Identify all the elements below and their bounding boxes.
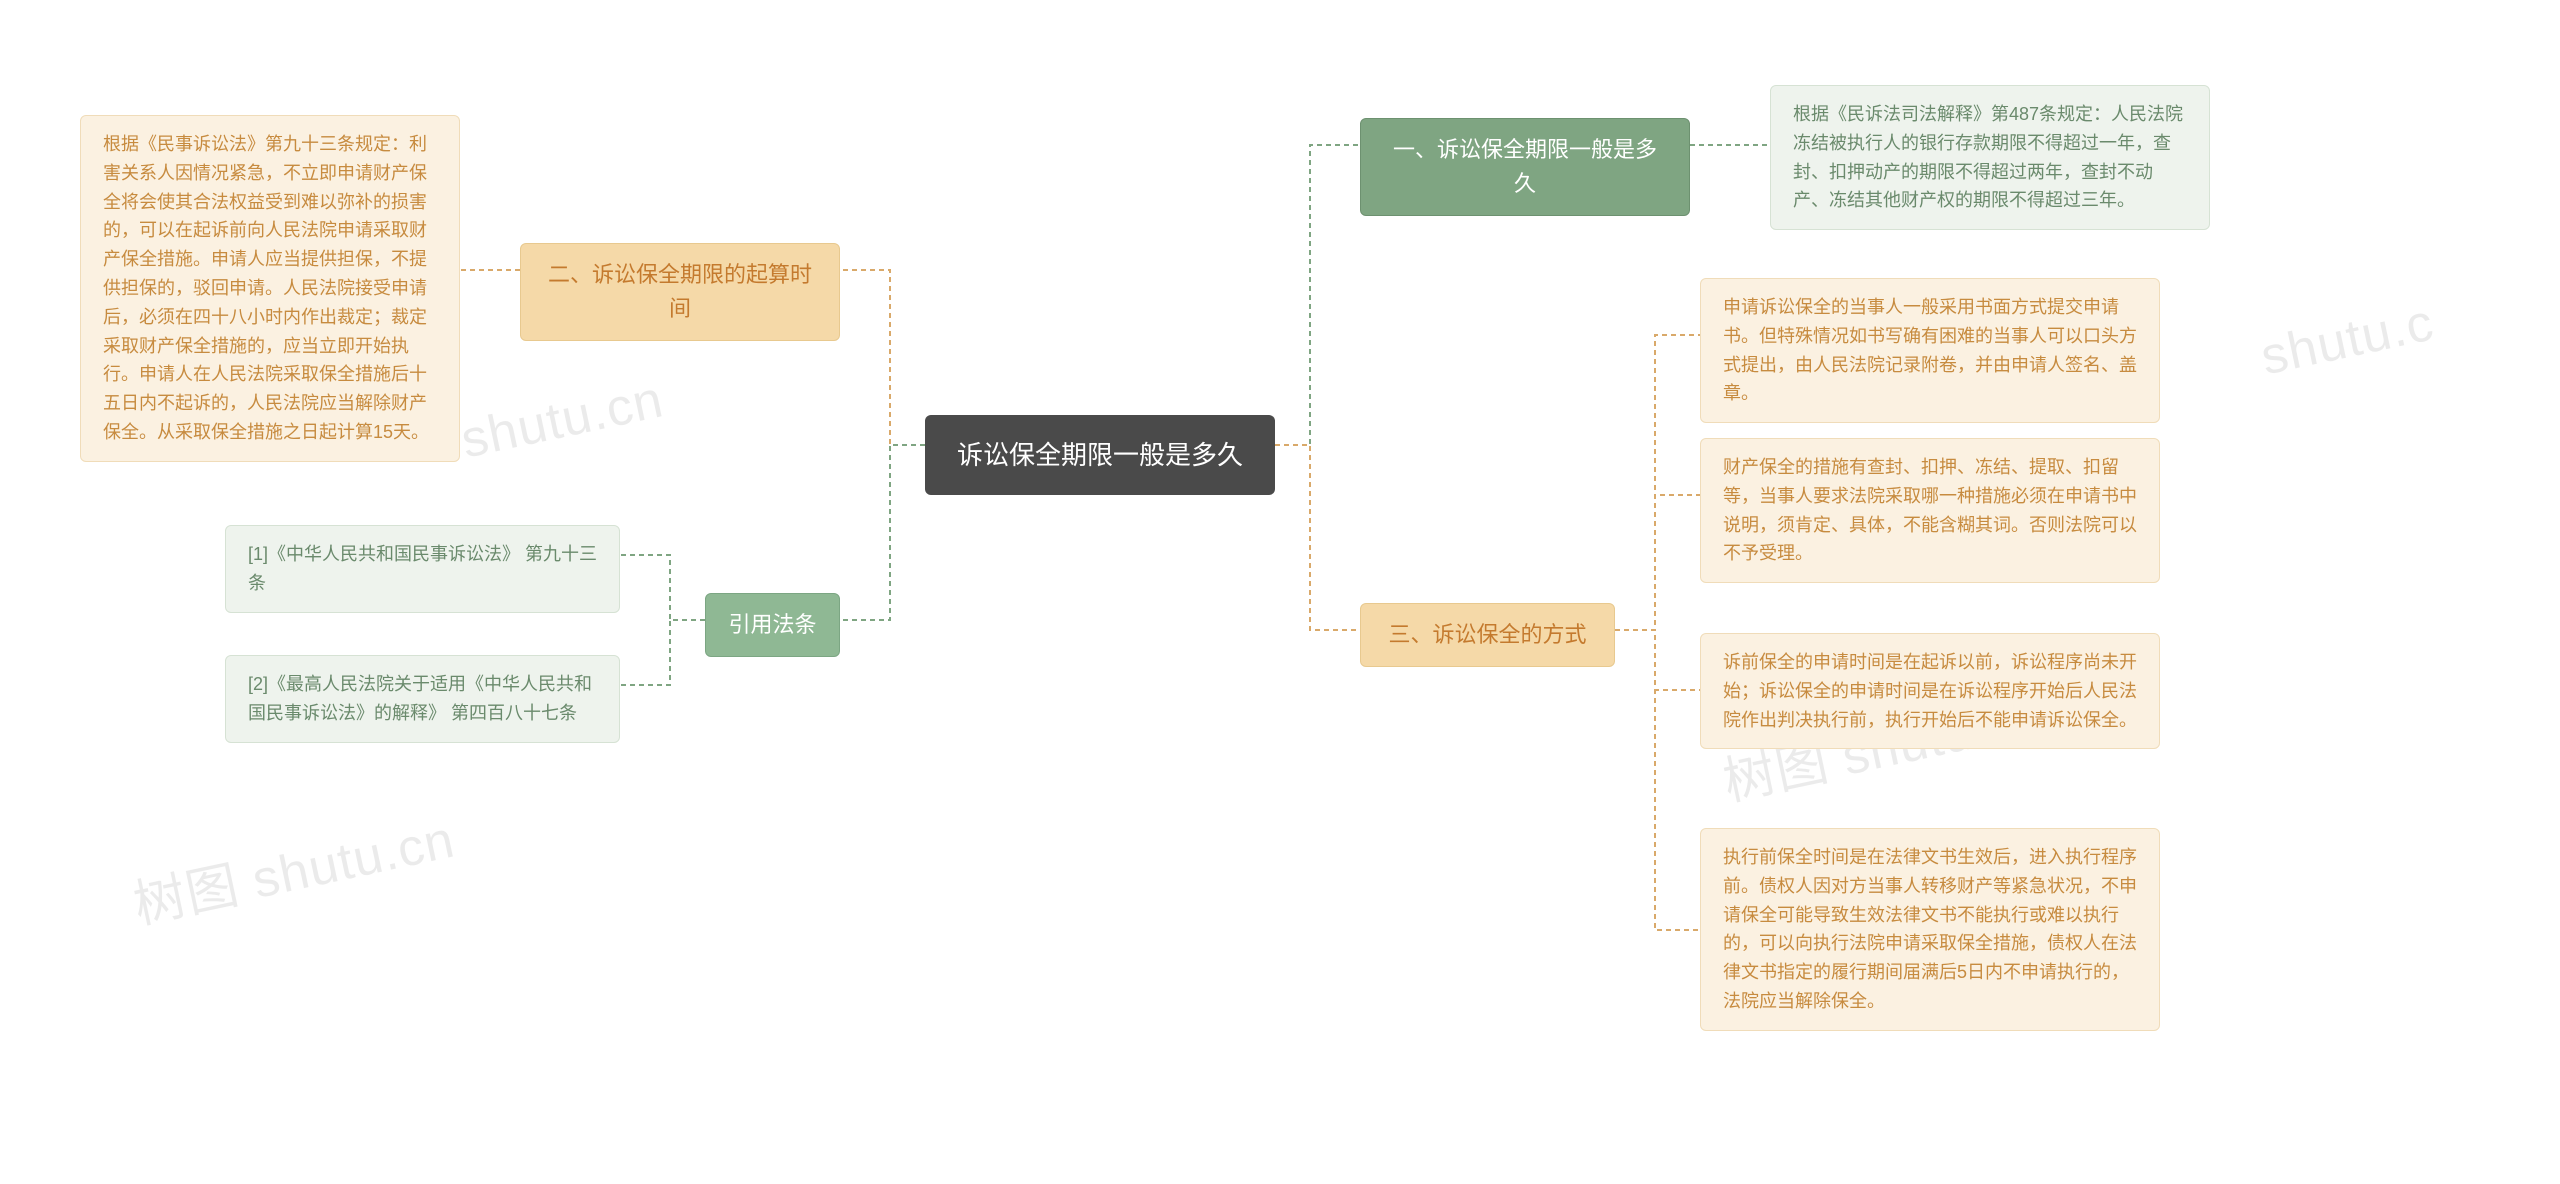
branch-3: 三、诉讼保全的方式 bbox=[1360, 603, 1615, 667]
branch-3-leaf-1: 申请诉讼保全的当事人一般采用书面方式提交申请书。但特殊情况如书写确有困难的当事人… bbox=[1700, 278, 2160, 423]
root-node: 诉讼保全期限一般是多久 bbox=[925, 415, 1275, 495]
branch-1: 一、诉讼保全期限一般是多久 bbox=[1360, 118, 1690, 216]
branch-3-leaf-1-text: 申请诉讼保全的当事人一般采用书面方式提交申请书。但特殊情况如书写确有困难的当事人… bbox=[1723, 293, 2137, 408]
branch-4-leaf-1-text: [1]《中华人民共和国民事诉讼法》 第九十三条 bbox=[248, 540, 597, 598]
branch-2: 二、诉讼保全期限的起算时间 bbox=[520, 243, 840, 341]
branch-3-label: 三、诉讼保全的方式 bbox=[1388, 618, 1586, 652]
branch-1-leaf-text: 根据《民诉法司法解释》第487条规定：人民法院冻结被执行人的银行存款期限不得超过… bbox=[1793, 100, 2187, 215]
root-label: 诉讼保全期限一般是多久 bbox=[957, 435, 1243, 475]
branch-3-leaf-3: 诉前保全的申请时间是在起诉以前，诉讼程序尚未开始；诉讼保全的申请时间是在诉讼程序… bbox=[1700, 633, 2160, 749]
branch-3-leaf-3-text: 诉前保全的申请时间是在起诉以前，诉讼程序尚未开始；诉讼保全的申请时间是在诉讼程序… bbox=[1723, 648, 2137, 734]
branch-3-leaf-2-text: 财产保全的措施有查封、扣押、冻结、提取、扣留等，当事人要求法院采取哪一种措施必须… bbox=[1723, 453, 2137, 568]
watermark: shutu.c bbox=[2256, 292, 2439, 387]
branch-2-leaf: 根据《民事诉讼法》第九十三条规定：利害关系人因情况紧急，不立即申请财产保全将会使… bbox=[80, 115, 460, 462]
branch-2-leaf-text: 根据《民事诉讼法》第九十三条规定：利害关系人因情况紧急，不立即申请财产保全将会使… bbox=[103, 130, 437, 447]
branch-4-leaf-2-text: [2]《最高人民法院关于适用《中华人民共和国民事诉讼法》的解释》 第四百八十七条 bbox=[248, 670, 597, 728]
branch-1-leaf: 根据《民诉法司法解释》第487条规定：人民法院冻结被执行人的银行存款期限不得超过… bbox=[1770, 85, 2210, 230]
branch-4-leaf-2: [2]《最高人民法院关于适用《中华人民共和国民事诉讼法》的解释》 第四百八十七条 bbox=[225, 655, 620, 743]
branch-3-leaf-4: 执行前保全时间是在法律文书生效后，进入执行程序前。债权人因对方当事人转移财产等紧… bbox=[1700, 828, 2160, 1031]
branch-3-leaf-4-text: 执行前保全时间是在法律文书生效后，进入执行程序前。债权人因对方当事人转移财产等紧… bbox=[1723, 843, 2137, 1016]
watermark: 树图 shutu.cn bbox=[126, 797, 461, 938]
branch-2-label: 二、诉讼保全期限的起算时间 bbox=[543, 258, 817, 326]
branch-4-leaf-1: [1]《中华人民共和国民事诉讼法》 第九十三条 bbox=[225, 525, 620, 613]
branch-1-label: 一、诉讼保全期限一般是多久 bbox=[1383, 133, 1667, 201]
branch-4-label: 引用法条 bbox=[728, 608, 816, 642]
branch-3-leaf-2: 财产保全的措施有查封、扣押、冻结、提取、扣留等，当事人要求法院采取哪一种措施必须… bbox=[1700, 438, 2160, 583]
branch-4: 引用法条 bbox=[705, 593, 840, 657]
watermark: shutu.cn bbox=[456, 369, 669, 470]
